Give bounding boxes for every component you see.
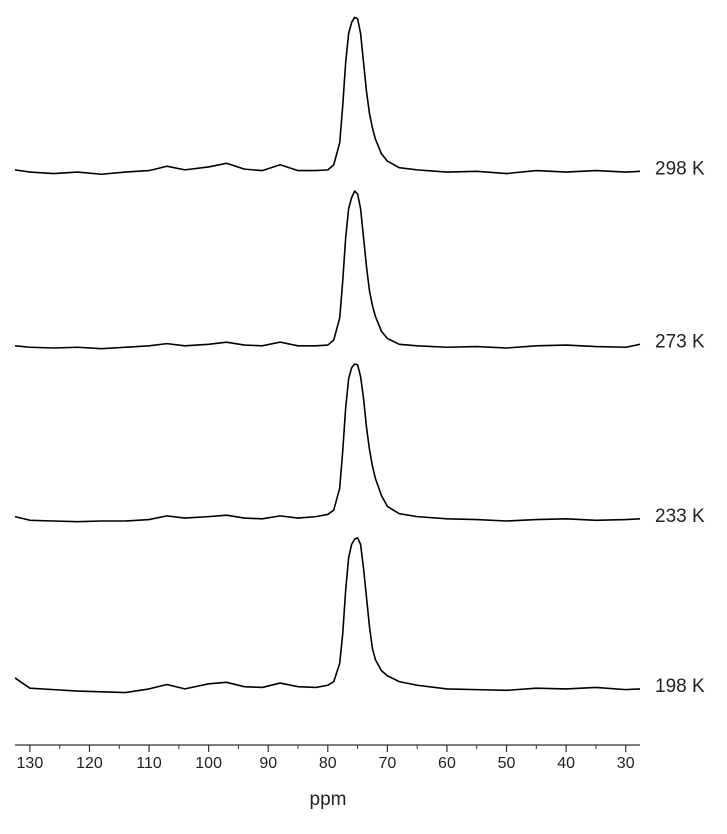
x-tick-label: 50: [498, 755, 516, 772]
series-label: 233 K: [655, 506, 705, 527]
x-tick-label: 100: [195, 755, 222, 772]
series-label: 298 K: [655, 158, 705, 179]
x-axis-label: ppm: [310, 789, 347, 810]
spectrum-line: [14, 536, 641, 694]
series-label: 198 K: [655, 676, 705, 697]
spectrum-line: [14, 16, 641, 176]
series-label: 273 K: [655, 331, 705, 352]
x-tick-label: 120: [76, 755, 103, 772]
spectrum-line: [14, 363, 641, 523]
x-tick-label: 30: [617, 755, 635, 772]
x-tick-label: 80: [319, 755, 337, 772]
x-tick-label: 130: [17, 755, 44, 772]
x-tick-label: 40: [557, 755, 575, 772]
x-tick-label: 70: [378, 755, 396, 772]
x-tick-label: 110: [136, 755, 162, 772]
x-tick-label: 90: [259, 755, 277, 772]
spectrum-line: [14, 190, 641, 350]
x-tick-label: 60: [438, 755, 456, 772]
